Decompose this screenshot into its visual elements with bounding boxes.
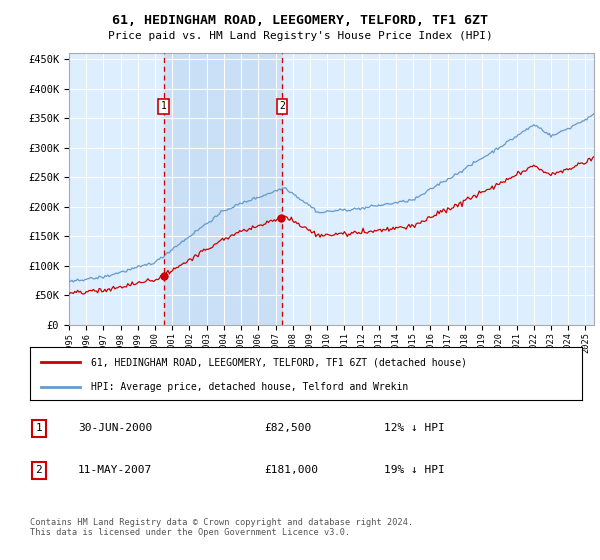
Text: HPI: Average price, detached house, Telford and Wrekin: HPI: Average price, detached house, Telf… xyxy=(91,381,408,391)
Text: £82,500: £82,500 xyxy=(264,423,311,433)
Text: Price paid vs. HM Land Registry's House Price Index (HPI): Price paid vs. HM Land Registry's House … xyxy=(107,31,493,41)
Text: 61, HEDINGHAM ROAD, LEEGOMERY, TELFORD, TF1 6ZT (detached house): 61, HEDINGHAM ROAD, LEEGOMERY, TELFORD, … xyxy=(91,357,467,367)
Text: 2: 2 xyxy=(35,465,43,475)
Text: 1: 1 xyxy=(161,101,167,111)
Text: 12% ↓ HPI: 12% ↓ HPI xyxy=(384,423,445,433)
Text: 19% ↓ HPI: 19% ↓ HPI xyxy=(384,465,445,475)
Text: 2: 2 xyxy=(279,101,285,111)
Text: 61, HEDINGHAM ROAD, LEEGOMERY, TELFORD, TF1 6ZT: 61, HEDINGHAM ROAD, LEEGOMERY, TELFORD, … xyxy=(112,14,488,27)
Text: Contains HM Land Registry data © Crown copyright and database right 2024.
This d: Contains HM Land Registry data © Crown c… xyxy=(30,518,413,538)
Bar xyxy=(164,53,282,325)
Text: £181,000: £181,000 xyxy=(264,465,318,475)
Text: 11-MAY-2007: 11-MAY-2007 xyxy=(78,465,152,475)
Text: 30-JUN-2000: 30-JUN-2000 xyxy=(78,423,152,433)
Text: 1: 1 xyxy=(35,423,43,433)
